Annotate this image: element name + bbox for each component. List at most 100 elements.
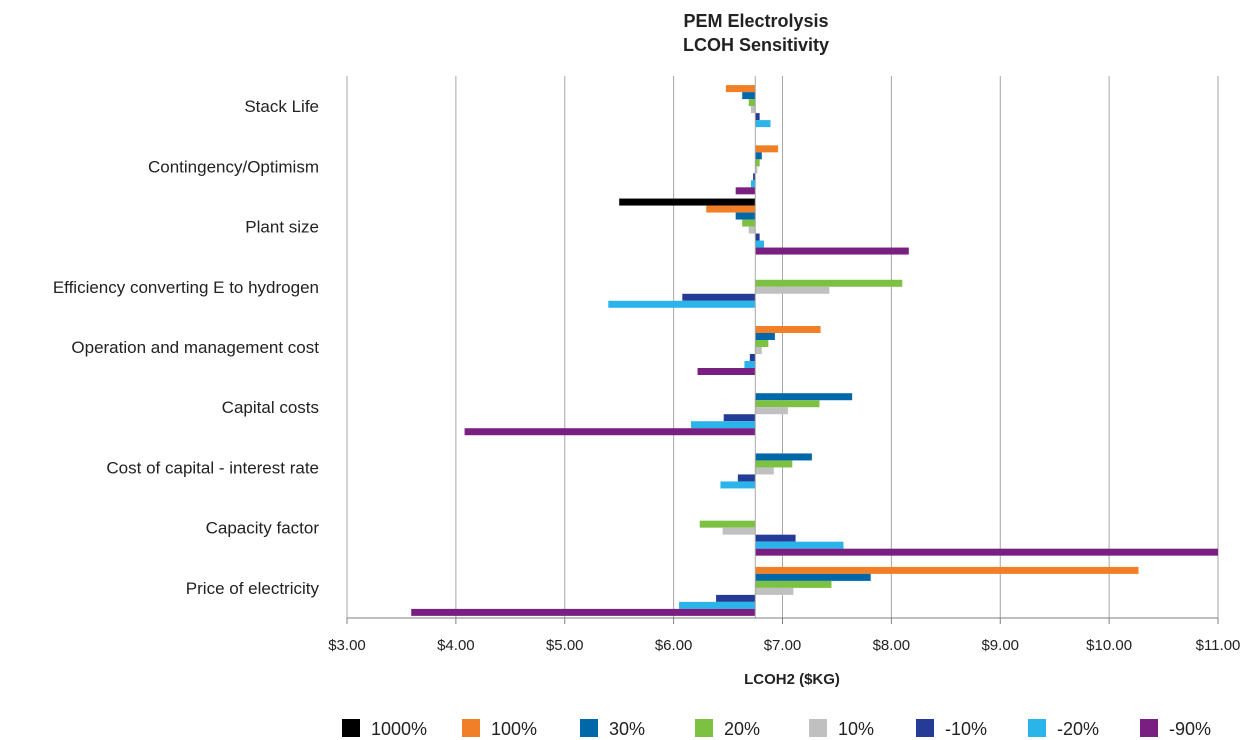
bar-10pct (722, 527, 756, 535)
bar-neg10pct (755, 233, 760, 241)
bar-neg90pct (411, 608, 756, 616)
bar-20pct (748, 99, 756, 107)
bar-neg10pct (682, 293, 756, 301)
legend-item: 30% (580, 719, 645, 739)
bar-30pct (755, 393, 853, 401)
bar-neg90pct (755, 548, 1218, 556)
bar-20pct (755, 159, 760, 167)
bar-neg10pct (723, 414, 756, 422)
category-label: Capacity factor (206, 519, 320, 538)
bar-neg20pct (679, 601, 756, 609)
category-label: Stack Life (244, 97, 319, 116)
gridlines (346, 76, 1219, 618)
legend-swatch (462, 719, 480, 737)
legend-label: 100% (491, 719, 537, 739)
bar-30pct (755, 333, 775, 340)
legend-item: 10% (809, 719, 874, 739)
bar-30pct (755, 453, 812, 461)
bar-10pct (748, 226, 756, 234)
bar-neg90pct (755, 247, 909, 255)
bar-neg10pct (716, 594, 756, 602)
bar-30pct (755, 573, 871, 581)
bars (411, 85, 1218, 616)
bar-100pct (755, 326, 821, 333)
chart-title-line: PEM Electrolysis (683, 11, 828, 31)
legend-swatch (1140, 719, 1158, 737)
bar-10pct (755, 407, 788, 415)
axes (346, 76, 1219, 624)
x-tick-label: $5.00 (546, 637, 584, 654)
bar-neg20pct (750, 180, 756, 188)
legend-label: 1000% (371, 719, 427, 739)
category-label: Price of electricity (186, 579, 320, 598)
legend-label: 30% (609, 719, 645, 739)
chart-title: PEM Electrolysis LCOH Sensitivity (683, 11, 829, 55)
legend-item: 20% (695, 719, 760, 739)
bar-10pct (750, 106, 756, 114)
bar-10pct (755, 166, 758, 174)
bar-20pct (755, 279, 903, 287)
bar-neg10pct (749, 354, 756, 361)
bar-20pct (755, 580, 832, 588)
bar-100pct (725, 85, 756, 93)
category-label: Contingency/Optimism (148, 157, 319, 176)
legend-item: 100% (462, 719, 537, 739)
bar-20pct (755, 460, 793, 468)
legend-swatch (342, 719, 360, 737)
bar-neg90pct (735, 187, 756, 195)
chart-title-line: LCOH Sensitivity (683, 35, 829, 55)
bar-1000pct (619, 198, 756, 206)
legend-item: -20% (1028, 719, 1099, 739)
bar-10pct (755, 347, 762, 354)
category-label: Capital costs (222, 398, 319, 417)
bar-neg20pct (744, 361, 756, 368)
x-tick-label: $11.00 (1196, 637, 1241, 654)
bar-neg20pct (608, 300, 756, 308)
bar-neg10pct (753, 173, 756, 181)
bar-20pct (699, 520, 756, 528)
bar-100pct (706, 205, 756, 213)
legend-label: 20% (724, 719, 760, 739)
legend-swatch (916, 719, 934, 737)
bar-10pct (755, 286, 830, 294)
bar-neg90pct (464, 428, 756, 436)
legend-swatch (580, 719, 598, 737)
bar-100pct (755, 566, 1139, 574)
category-labels: Stack Life Contingency/Optimism Plant size… (53, 97, 320, 598)
bar-20pct (755, 400, 820, 408)
x-tick-label: $3.00 (328, 637, 366, 654)
legend-item: 1000% (342, 719, 427, 739)
legend-label: -20% (1057, 719, 1099, 739)
x-tick-label: $6.00 (655, 637, 693, 654)
bar-neg10pct (755, 113, 760, 121)
bar-30pct (735, 212, 756, 220)
x-tick-label: $4.00 (437, 637, 475, 654)
legend: 1000% 100% 30% 20% 10% -10% -20% -90% (342, 719, 1211, 739)
x-tick-label: $7.00 (764, 637, 802, 654)
bar-neg20pct (691, 421, 756, 429)
legend-label: -90% (1169, 719, 1211, 739)
x-tick-label: $8.00 (873, 637, 911, 654)
bar-neg10pct (737, 474, 756, 482)
bar-10pct (755, 467, 774, 475)
x-tick-labels: $3.00 $4.00 $5.00 $6.00 $7.00 $8.00 $9.00 $10.0… (328, 637, 1240, 654)
legend-item: -90% (1140, 719, 1211, 739)
category-label: Operation and management cost (71, 338, 319, 357)
bar-neg10pct (755, 534, 796, 542)
bar-neg20pct (755, 120, 771, 128)
bar-20pct (742, 219, 756, 227)
legend-swatch (809, 719, 827, 737)
legend-item: -10% (916, 719, 987, 739)
bar-neg20pct (755, 541, 844, 549)
category-label: Efficiency converting E to hydrogen (53, 278, 319, 297)
bar-20pct (755, 340, 769, 347)
bar-100pct (755, 145, 779, 153)
bar-30pct (755, 152, 762, 160)
legend-swatch (695, 719, 713, 737)
x-tick-label: $10.00 (1086, 637, 1132, 654)
legend-swatch (1028, 719, 1046, 737)
bar-30pct (742, 92, 756, 100)
bar-10pct (755, 587, 794, 595)
